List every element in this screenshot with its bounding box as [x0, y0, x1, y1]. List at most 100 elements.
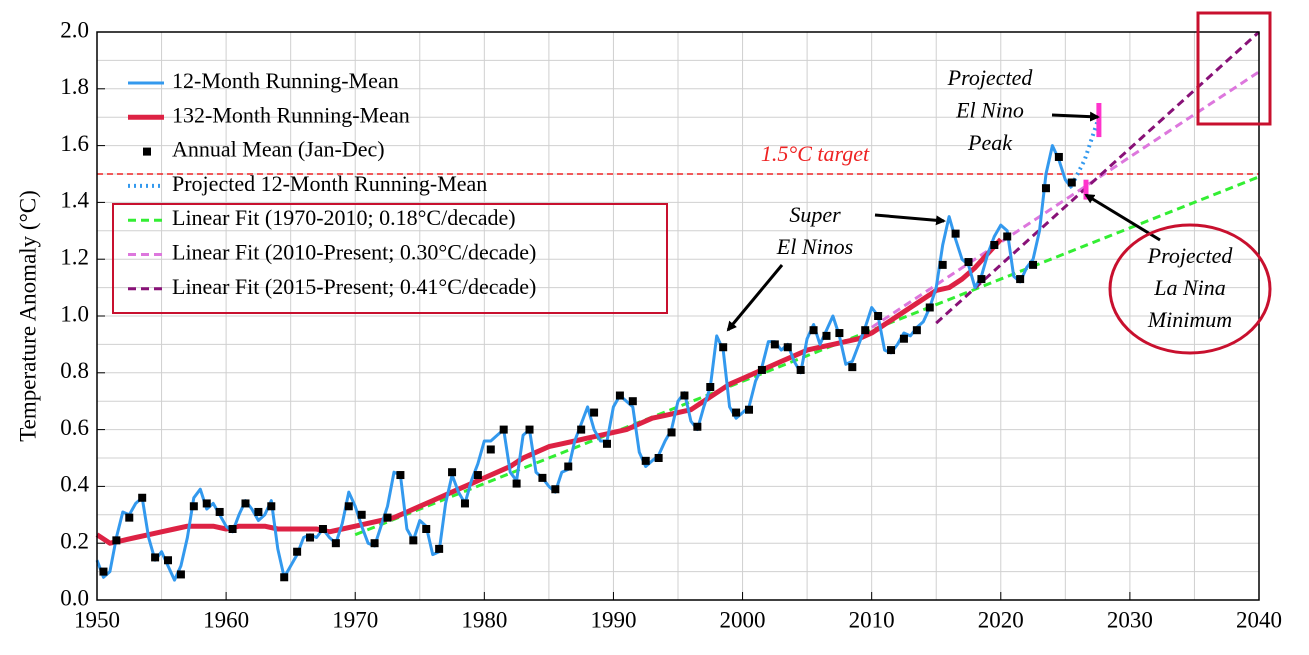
data-point [1029, 260, 1038, 269]
x-tick-label: 2030 [1107, 607, 1153, 632]
arrow [1051, 111, 1100, 122]
x-tick-label: 1980 [461, 607, 507, 632]
data-point [538, 473, 547, 482]
data-point [1067, 178, 1076, 187]
x-tick-label: 2020 [978, 607, 1024, 632]
y-tick-label: 0.0 [60, 585, 89, 610]
data-point [151, 553, 160, 562]
data-point [254, 507, 263, 516]
legend-label: Projected 12-Month Running-Mean [172, 171, 487, 196]
data-point [112, 536, 121, 545]
arrow [874, 213, 946, 226]
annotation: Minimum [1147, 307, 1232, 332]
data-point [1016, 275, 1025, 284]
data-point [525, 425, 534, 434]
data-point [925, 303, 934, 312]
target-label: 1.5°C target [761, 141, 870, 166]
y-tick-label: 1.4 [60, 188, 89, 213]
legend-label: Linear Fit (2010-Present; 0.30°C/decade) [172, 240, 536, 265]
y-tick-label: 0.6 [60, 415, 89, 440]
data-point [396, 471, 405, 480]
data-point [422, 525, 431, 533]
data-point [835, 329, 844, 338]
annotation: La Nina [1153, 275, 1226, 300]
series-line [95, 144, 1073, 582]
data-point [577, 425, 586, 434]
data-point [499, 425, 508, 434]
data-point [654, 454, 663, 462]
annotation: Projected [947, 65, 1034, 90]
plot: 1.5°C target [95, 30, 1261, 582]
y-tick-label: 1.2 [60, 244, 89, 269]
data-point [706, 383, 715, 391]
data-point [280, 573, 289, 582]
annotation: El Nino [955, 98, 1024, 123]
x-tick-label: 1970 [332, 607, 378, 632]
data-point [887, 346, 896, 355]
x-tick-label: 2010 [849, 607, 895, 632]
data-point [331, 539, 340, 548]
data-point [796, 365, 805, 374]
data-point [899, 334, 908, 343]
data-point [202, 499, 211, 508]
legend: 12-Month Running-Mean 132-Month Running-M… [112, 68, 668, 314]
arrow [1084, 193, 1161, 242]
y-tick-label: 1.8 [60, 74, 89, 99]
data-point [189, 502, 198, 511]
data-point [1041, 184, 1050, 193]
data-point [964, 258, 973, 267]
data-point [719, 343, 728, 352]
data-point [912, 326, 921, 335]
data-point [99, 567, 108, 576]
ticks: 1950 1960 1970 1980 1990 2000 2010 2020 2030 2040… [60, 17, 1282, 632]
data-point [757, 365, 766, 374]
x-tick-label: 1990 [590, 607, 636, 632]
legend-symbol [143, 147, 151, 156]
series-line [935, 30, 1261, 325]
data-point [874, 312, 883, 320]
data-point [861, 326, 870, 335]
highlight-ellipse [1108, 223, 1272, 355]
data-point [164, 556, 173, 565]
annotation: Projected [1147, 243, 1234, 268]
data-point [409, 536, 418, 545]
data-point [667, 428, 676, 437]
arrow [726, 264, 784, 332]
data-point [628, 397, 637, 406]
data-point [990, 241, 999, 249]
data-point [486, 445, 495, 454]
data-point [602, 439, 611, 448]
data-point [383, 513, 392, 522]
data-point [1054, 152, 1063, 161]
y-tick-label: 1.0 [60, 301, 89, 326]
legend-label: 12-Month Running-Mean [172, 68, 399, 93]
data-point [357, 510, 366, 519]
data-point [318, 525, 327, 533]
data-point [215, 507, 224, 516]
data-point [460, 499, 469, 508]
legend-label: Annual Mean (Jan-Dec) [172, 137, 385, 162]
x-tick-label: 1960 [203, 607, 249, 632]
data-point [693, 422, 702, 431]
data-point [125, 513, 134, 522]
annotation: Peak [967, 130, 1013, 155]
annotation: Super [789, 202, 841, 227]
x-tick-label: 2040 [1236, 607, 1282, 632]
y-tick-label: 0.2 [60, 528, 89, 553]
data-point [344, 502, 353, 511]
data-point [977, 275, 986, 284]
data-point [267, 502, 276, 511]
data-point [641, 456, 650, 465]
annotation: El Ninos [776, 234, 853, 259]
data-point [370, 539, 379, 548]
data-point [138, 493, 147, 502]
x-tick-label: 1950 [74, 607, 120, 632]
data-point [822, 331, 831, 340]
data-point [228, 525, 237, 533]
annotations: Super El Ninos Projected El Nino Peak Project… [726, 11, 1272, 355]
legend-label: 132-Month Running-Mean [172, 102, 410, 127]
data-point [293, 547, 302, 556]
data-point [241, 499, 250, 508]
